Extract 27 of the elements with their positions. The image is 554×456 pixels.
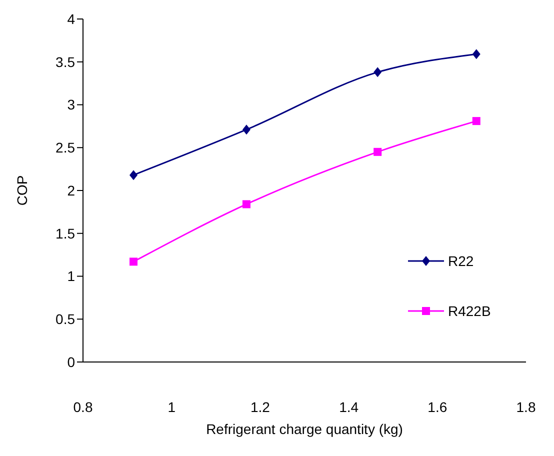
point — [130, 170, 138, 180]
x-axis-title: Refrigerant charge quantity (kg) — [206, 421, 403, 437]
point — [374, 67, 382, 78]
x-tick-label: 1.2 — [250, 398, 270, 415]
x-tick-label: 0.8 — [73, 398, 93, 415]
point — [374, 148, 382, 156]
y-tick-label: 3.5 — [56, 54, 76, 70]
point — [242, 124, 250, 135]
x-tick-label: 1.6 — [428, 398, 448, 415]
y-axis-title: COP — [14, 175, 30, 206]
x-tick-label: 1.4 — [339, 398, 359, 415]
y-tick-label: 2 — [67, 182, 76, 198]
y-tick-label: 2.5 — [56, 140, 76, 156]
x-tick-label: 1.8 — [516, 398, 536, 415]
y-tick-label: 0 — [67, 354, 76, 370]
point — [472, 117, 480, 126]
y-tick-label: 3 — [67, 96, 76, 113]
point — [130, 258, 138, 266]
y-tick-label: 1 — [67, 268, 76, 284]
point — [472, 49, 480, 60]
legend-label: R22 — [448, 253, 474, 269]
x-tick-label: 1 — [168, 398, 176, 415]
y-tick-label: 0.5 — [56, 311, 76, 328]
y-tick-label: 4 — [67, 10, 76, 27]
point — [242, 200, 250, 208]
y-tick-label: 1.5 — [56, 225, 76, 242]
legend-label: R422B — [448, 303, 491, 319]
